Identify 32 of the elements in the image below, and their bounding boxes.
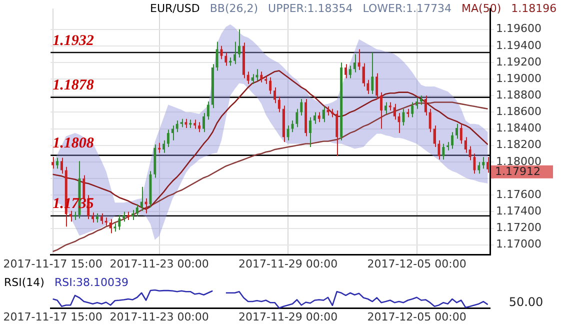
annotation: EUR/USD bbox=[150, 2, 200, 15]
y-tick-label: 1.17400 bbox=[496, 204, 542, 218]
y-tick-label: 1.17000 bbox=[496, 238, 542, 251]
y-axis-title: 50.00 bbox=[508, 295, 544, 310]
y-tick-label: 1.19200 bbox=[496, 55, 542, 68]
annotation: MA(50) bbox=[462, 2, 502, 15]
ref-line-label: 1.1808 bbox=[52, 136, 94, 152]
x-tick-label: 2017-11-23 00:00 bbox=[110, 310, 209, 324]
x-tick-label: 2017-11-23 00:00 bbox=[110, 257, 209, 270]
x-tick-label: 2017-11-29 00:00 bbox=[238, 310, 338, 324]
annotation: LOWER:1.17734 bbox=[362, 2, 452, 15]
ref-line-label: 1.1932 bbox=[52, 32, 94, 49]
y-tick-label: 1.18400 bbox=[496, 122, 542, 135]
y-tick-label: 1.18800 bbox=[496, 88, 542, 102]
x-tick-label: 2017-11-17 15:00 bbox=[3, 310, 102, 324]
y-tick-label: 1.17600 bbox=[496, 188, 542, 201]
ref-line-label: 1.1878 bbox=[52, 78, 94, 94]
annotation: BB(26,2) bbox=[210, 2, 258, 15]
x-tick-label: 2017-11-29 00:00 bbox=[238, 257, 338, 270]
text: RSI(14) bbox=[4, 276, 44, 289]
y-tick-label: 1.19400 bbox=[496, 38, 542, 52]
x-tick-label: 2017-11-17 15:00 bbox=[3, 257, 102, 270]
y-tick-label: 1.18200 bbox=[496, 138, 542, 152]
x-tick-label: 2017-12-05 00:00 bbox=[367, 310, 466, 324]
y-tick-label: 1.19600 bbox=[496, 22, 542, 36]
y-tick-label: 1.17200 bbox=[496, 221, 542, 234]
text: 1.18196 bbox=[511, 2, 557, 15]
text: RSI:38.10039 bbox=[54, 276, 129, 289]
y-tick-label: 1.19000 bbox=[496, 72, 542, 85]
annotation: UPPER:1.18354 bbox=[268, 2, 353, 15]
y-tick-label: 1.18600 bbox=[496, 105, 542, 118]
x-tick-label: 2017-12-05 00:00 bbox=[367, 257, 466, 270]
